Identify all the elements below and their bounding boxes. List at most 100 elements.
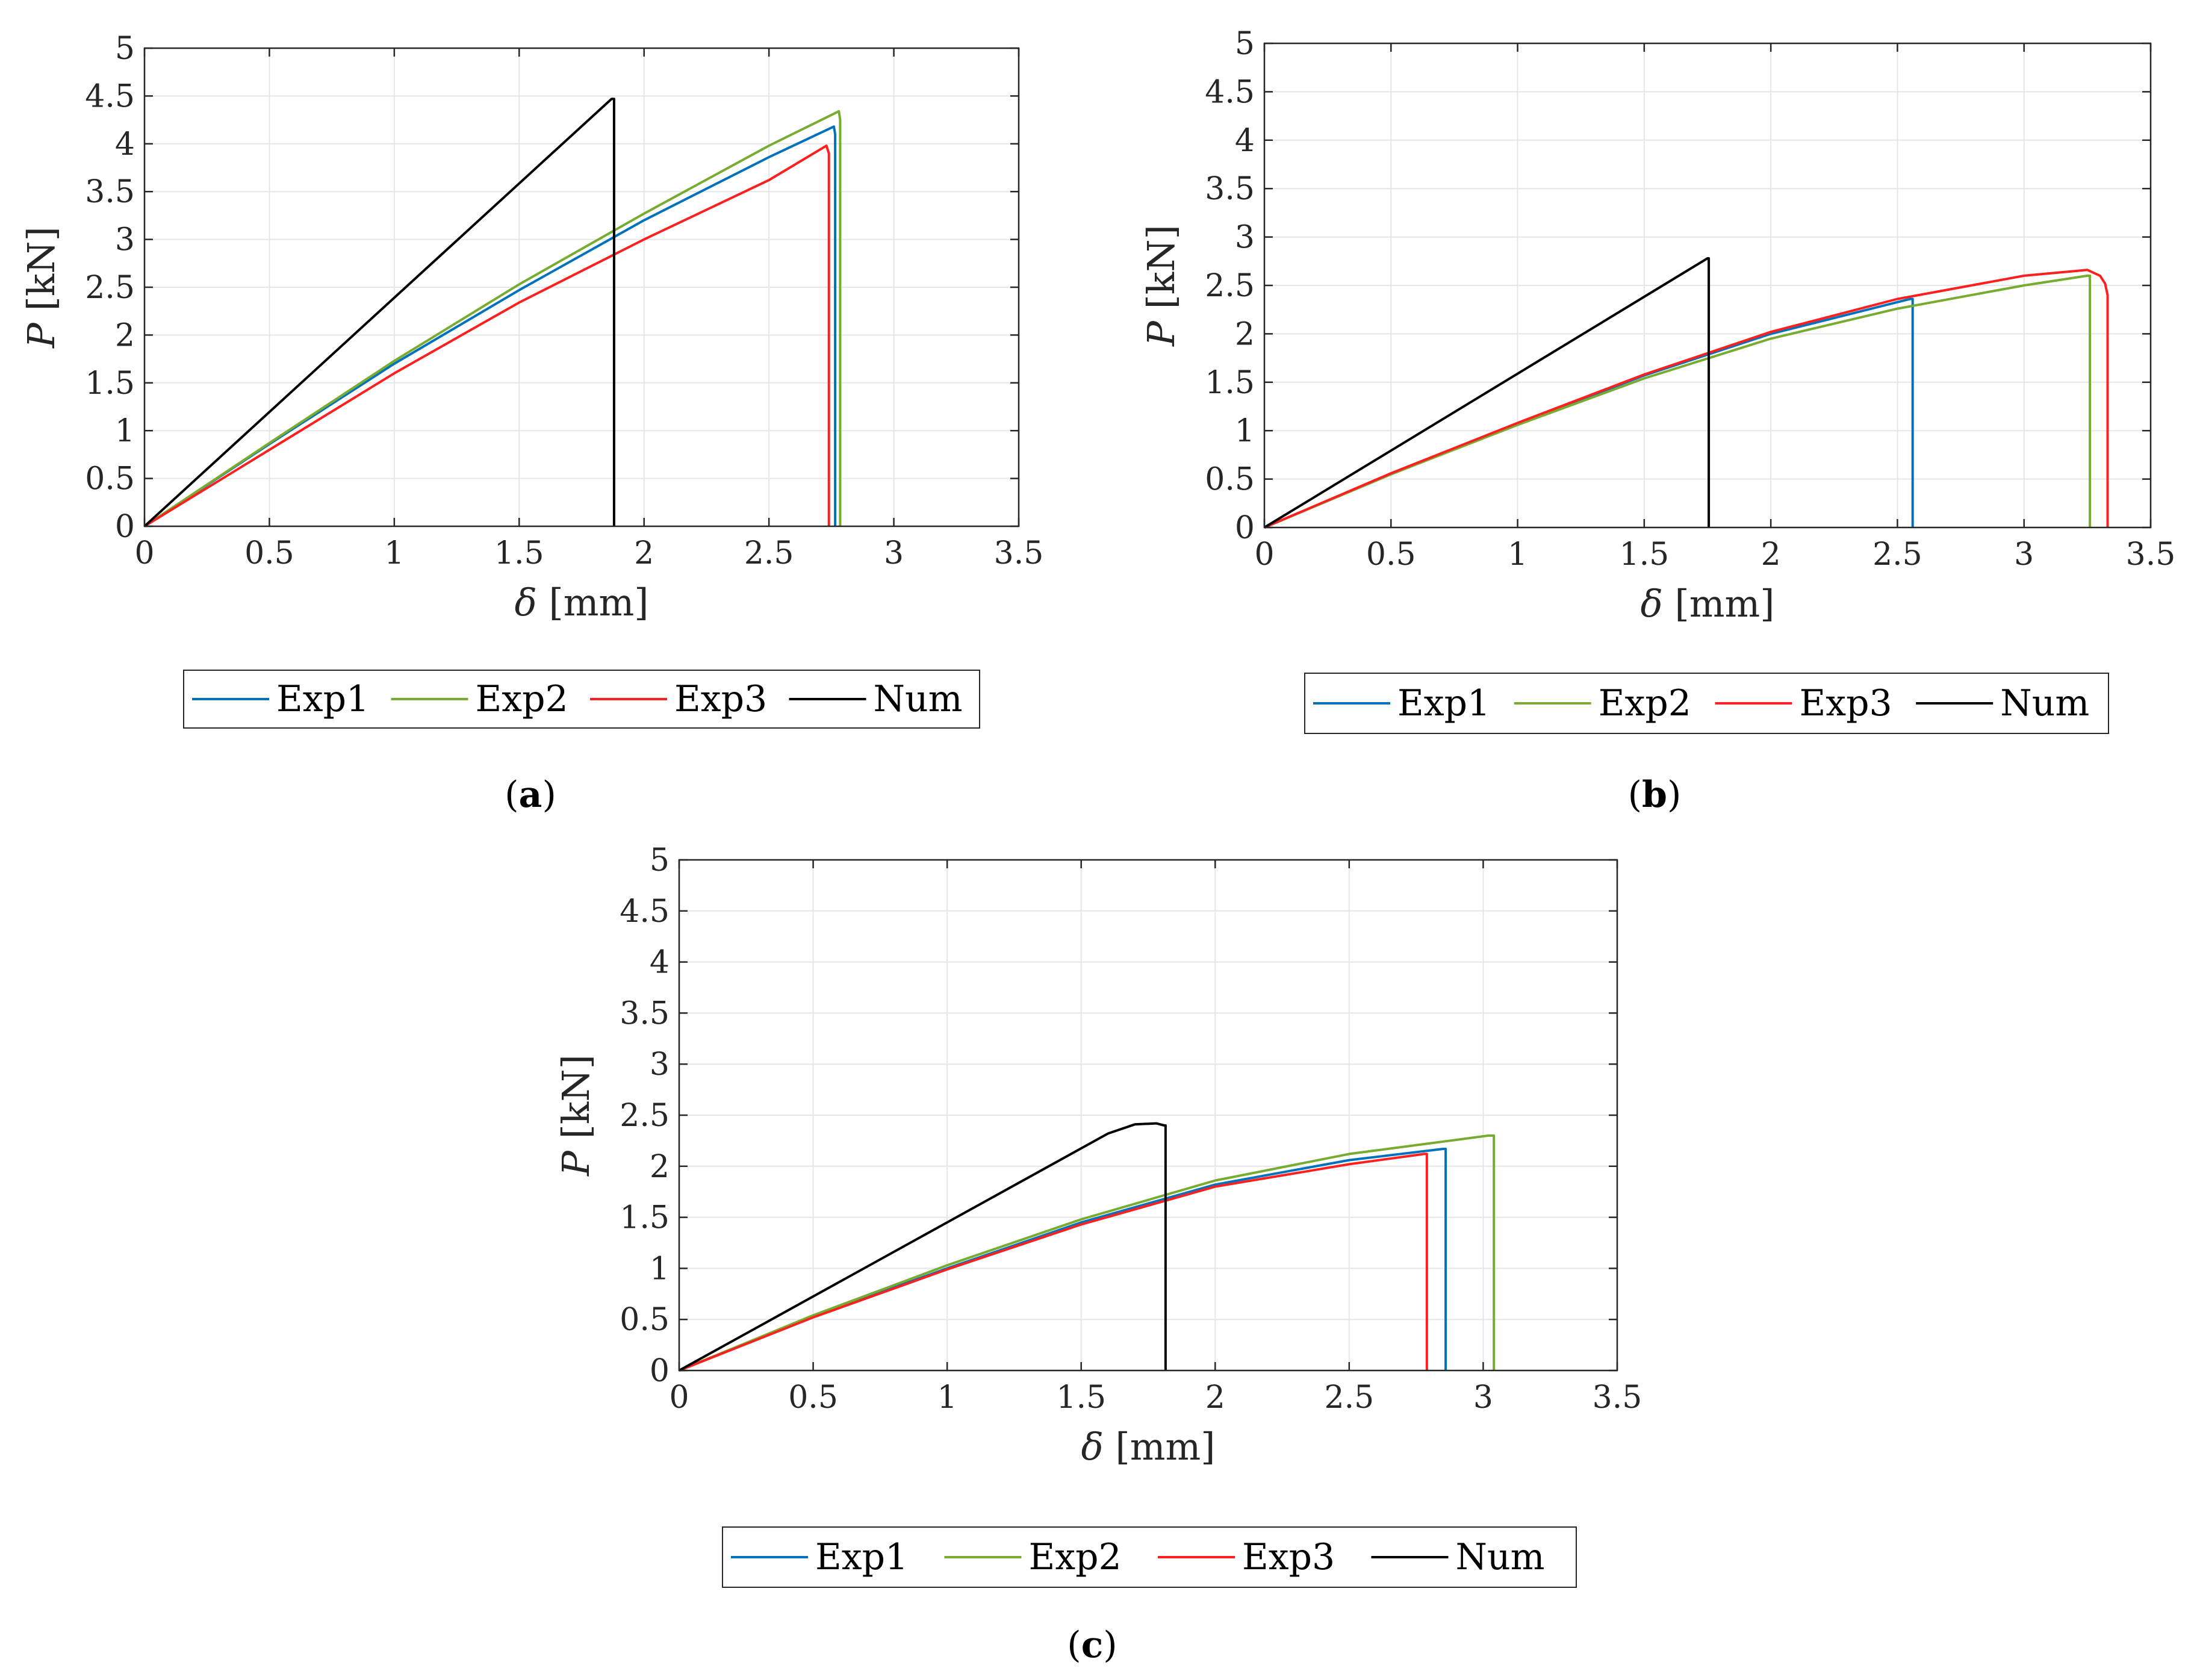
y-axis-symbol: P [554,1150,598,1177]
series-line-exp2 [143,110,842,527]
x-tick-label: 0.5 [1366,537,1416,573]
y-tick-label: 1 [115,413,135,449]
y-tick-label: 3 [1235,220,1255,256]
y-tick-label: 2.5 [85,270,135,306]
x-tick-label: 2.5 [1325,1380,1375,1416]
y-axis-symbol: P [19,322,63,349]
caption-close: ) [1103,1624,1117,1666]
y-tick-label: 5 [650,842,670,879]
y-tick-label: 3.5 [620,995,670,1031]
series-line-num [1263,257,1711,529]
x-tick-label: 0.5 [788,1380,838,1416]
y-tick-label: 5 [115,31,135,67]
y-axis-unit: [kN] [1139,225,1183,321]
x-tick-label: 2 [1761,537,1781,573]
series-line-exp3 [1264,269,2109,529]
y-tick-label: 1.5 [1205,365,1255,401]
caption-letter: c [1081,1624,1104,1666]
x-tick-label: 2 [634,535,654,571]
y-tick-label: 5 [1235,26,1255,62]
y-tick-label: 2.5 [1205,268,1255,304]
legend-label-exp3: Exp3 [1800,682,1892,724]
x-tick-label: 1 [937,1380,957,1416]
x-tick-label: 1 [384,535,404,571]
legend-box [722,1526,1577,1588]
caption-open: ( [1628,774,1642,816]
x-axis-unit: [mm] [1104,1425,1216,1469]
y-tick-label: 3 [115,222,135,258]
series-line-num [679,1122,1167,1372]
x-axis-symbol: δ [1641,582,1663,626]
y-tick-label: 2 [1235,316,1255,352]
chart-panel-a: 0 0.5 1 1.5 2 2.5 3 3.5 0 0.5 1 1.5 2 2.5 3 3.5 4 4.5 5 δ [… [19,31,1043,816]
legend-label-exp3: Exp3 [674,678,767,720]
legend-label-exp1: Exp1 [276,678,369,720]
caption-close: ) [1667,774,1681,816]
caption-letter: a [519,774,542,816]
legend-label-num: Num [874,678,963,720]
x-tick-label: 2.5 [1872,537,1922,573]
x-tick-label: 3 [884,535,904,571]
x-axis-unit: [mm] [1663,582,1775,626]
y-tick-label: 0 [650,1353,670,1389]
x-tick-label: 0 [1254,537,1274,573]
y-axis-symbol: P [1139,320,1183,347]
y-axis-label: P [kN] [19,226,63,349]
legend-label-exp2: Exp2 [1599,682,1691,724]
y-axis-label: P [kN] [554,1054,598,1177]
x-axis-unit: [mm] [537,580,649,624]
legend: Exp1 Exp2 Exp3 Num [183,670,980,729]
y-tick-label: 4.5 [1205,74,1255,110]
series-line-exp3 [679,1153,1428,1372]
legend-label-exp3: Exp3 [1242,1536,1335,1578]
x-tick-label: 1.5 [494,535,544,571]
panel-caption: (c) [1067,1624,1117,1666]
x-tick-label: 0.5 [244,535,294,571]
series-line-exp2 [1264,274,2092,529]
y-tick-label: 0 [1235,510,1255,546]
legend-label-num: Num [1456,1536,1545,1578]
legend: Exp1 Exp2 Exp3 Num [722,1526,1577,1588]
y-axis-label: P [kN] [1139,225,1183,347]
y-tick-label: 1.5 [620,1200,670,1236]
x-tick-label: 3 [1473,1380,1493,1416]
y-tick-label: 0 [115,509,135,545]
y-tick-label: 2 [115,317,135,353]
caption-close: ) [542,774,556,816]
x-axis-label: δ [mm] [1641,582,1775,626]
x-tick-label: 2.5 [744,535,794,571]
x-tick-label: 1.5 [1620,537,1670,573]
y-tick-label: 2 [650,1149,670,1185]
caption-open: ( [1067,1624,1081,1666]
x-tick-label: 3 [2014,537,2034,573]
chart-panel-c: 0 0.5 1 1.5 2 2.5 3 3.5 0 0.5 1 1.5 2 2.5 3 3.5 4 4.5 5 δ [… [554,842,1642,1666]
legend-label-exp1: Exp1 [1397,682,1490,724]
legend: Exp1 Exp2 Exp3 Num [1304,673,2109,734]
y-tick-label: 4 [650,945,670,981]
x-axis-symbol: δ [1081,1425,1104,1469]
x-tick-label: 3.5 [994,535,1044,571]
y-tick-label: 0.5 [85,461,135,497]
x-tick-label: 0 [134,535,154,571]
caption-open: ( [505,774,518,816]
y-tick-label: 3.5 [85,174,135,210]
y-axis-unit: [kN] [19,226,63,323]
series-line-exp2 [679,1134,1496,1372]
panel-caption: (a) [505,774,556,816]
chart-panel-b: 0 0.5 1 1.5 2 2.5 3 3.5 0 0.5 1 1.5 2 2.5 3 3.5 4 4.5 5 δ [… [1139,26,2175,816]
y-tick-label: 4 [115,126,135,163]
series-line-exp1 [143,125,837,527]
y-tick-label: 4.5 [85,78,135,114]
x-tick-label: 3.5 [1593,1380,1642,1416]
y-tick-label: 1.5 [85,366,135,402]
legend-label-num: Num [2000,682,2089,724]
y-tick-label: 1 [650,1251,670,1287]
x-tick-label: 1 [1508,537,1527,573]
x-axis-label: δ [mm] [1081,1425,1216,1469]
legend-label-exp1: Exp1 [815,1536,908,1578]
legend-label-exp2: Exp2 [1029,1536,1122,1578]
y-tick-label: 1 [1235,413,1255,449]
legend-label-exp2: Exp2 [476,678,568,720]
y-tick-label: 2.5 [620,1098,670,1134]
